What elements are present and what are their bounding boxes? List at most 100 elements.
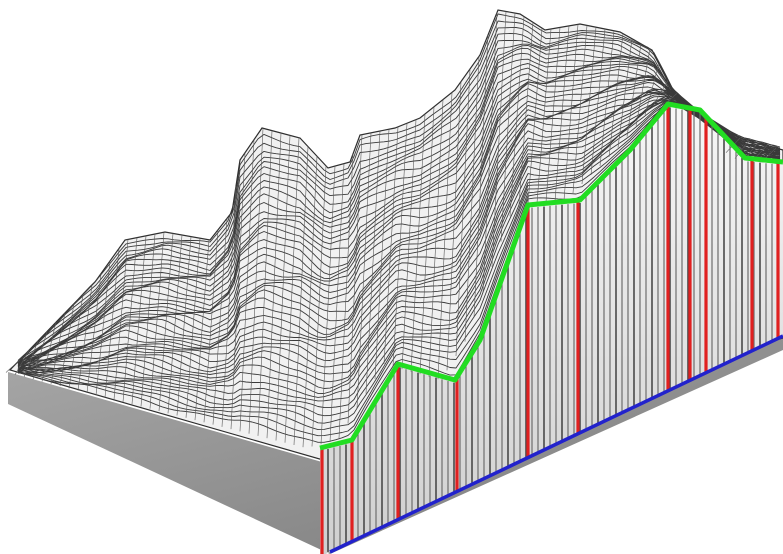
mesh-crossline [617,38,633,148]
mesh-crossline [572,25,588,194]
mesh-crossline [302,156,318,448]
mesh-crossline [113,239,129,400]
mesh-crossline [50,312,66,384]
mesh-crossline [356,132,372,409]
mesh-crossline [545,27,561,202]
mesh-contour [17,52,781,367]
mesh-contour [17,65,781,364]
mesh-contour [17,39,781,363]
mesh-crossline [464,56,480,342]
cut-face-hatching [321,107,779,554]
mesh-contour [17,63,781,364]
mesh-crossline [203,229,219,423]
mesh-contour [17,99,781,367]
mesh-crossline [248,128,264,434]
mesh-crossline [347,134,363,424]
mesh-crossline [509,16,525,217]
mesh-contour [17,101,781,431]
mesh-crossline [374,129,390,379]
mesh-contour [17,95,781,375]
mesh-contour [17,96,781,370]
mesh-crossline [275,135,291,441]
mesh-crossline [59,303,75,387]
sample-lines [320,104,780,554]
mesh-crossline [392,123,408,367]
mesh-crossline [122,237,138,403]
mesh-crossline [68,294,84,389]
mesh-crossline [635,48,651,126]
mesh-crossline [14,350,30,375]
mesh-contour [17,100,781,398]
mesh-crossline [365,130,381,394]
mesh-crossline [491,11,507,267]
mesh-contour [17,60,781,366]
mesh-crossline [194,239,210,421]
mesh-crossline [329,163,345,443]
mesh-contour [17,100,780,437]
mesh-contour [17,92,781,373]
mesh-contour [17,82,781,366]
mesh-crossline [284,137,300,443]
mesh-crossline [104,248,120,398]
mesh-crossline [311,165,327,447]
mesh-crossline [383,126,399,365]
mesh-contour [17,75,781,366]
mesh-contour [17,43,781,361]
mesh-crossline [590,28,606,176]
mesh-crossline [32,331,48,380]
mesh-contour [17,27,781,363]
mesh-crossline [140,233,156,407]
mesh-crossline [239,139,255,432]
mesh-crossline [473,34,489,318]
mesh-crossline [5,359,21,373]
mesh-crossline [428,99,444,377]
mesh-crossline [581,27,597,185]
mesh-crossline [482,12,498,293]
mesh-contour [17,74,781,364]
mesh-crossline [95,260,111,396]
mesh-contour [17,101,781,402]
mesh-contour [18,98,781,373]
mesh-crossline [536,28,552,203]
mesh-crossline [221,185,237,427]
mesh-crossline [455,68,471,357]
mesh-crossline [626,43,642,137]
mesh-crossline [518,22,534,205]
mesh-crossline [23,340,39,378]
mesh-contour [17,95,781,383]
mesh-crossline [734,140,750,159]
mesh-crossline [41,322,57,382]
profile-line [319,101,783,451]
mesh-contour [17,58,781,368]
mesh-crossline [437,92,453,380]
mesh-crossline [86,273,102,393]
mesh-crossline [320,166,336,445]
mesh-contour [17,78,781,372]
mesh-crossline [644,63,660,115]
mesh-crossline [266,132,282,439]
mesh-crossline [608,33,624,158]
mesh-contour [17,103,781,409]
mesh-crossline [410,113,426,372]
mesh-contour [17,103,781,424]
mesh-crossline [500,13,516,242]
mesh-crossline [338,153,354,439]
mesh-crossline [77,285,93,391]
mesh-crossline [149,232,165,409]
mesh-contour [17,47,781,364]
mesh-crossline [158,233,174,412]
mesh-crossline [653,80,669,105]
mesh-contour [17,99,781,394]
mesh-crossline [176,236,192,416]
mesh-crossline [257,130,273,436]
mesh-crossline [554,25,570,202]
mesh-crossline [446,81,462,371]
mesh-crossline [563,24,579,201]
mesh-contour [17,79,781,370]
baseline [329,334,783,554]
terrain-mesh-lines [5,11,781,448]
mesh-contour [17,100,781,369]
mesh-crossline [230,152,246,430]
mesh-contour [17,33,781,363]
